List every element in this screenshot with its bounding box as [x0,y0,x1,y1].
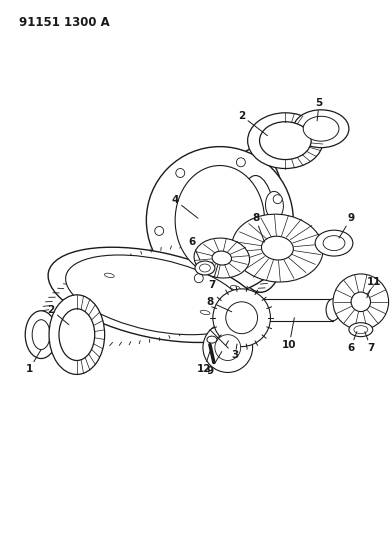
Ellipse shape [175,166,264,275]
Text: 5: 5 [316,98,323,121]
Ellipse shape [104,273,114,278]
Text: 10: 10 [282,318,297,350]
Text: 4: 4 [172,196,198,218]
Ellipse shape [265,191,283,219]
Ellipse shape [212,251,231,265]
Ellipse shape [215,335,241,360]
Ellipse shape [25,311,57,359]
Text: 8: 8 [252,213,264,242]
Ellipse shape [146,147,293,294]
Ellipse shape [251,299,264,321]
Ellipse shape [59,309,95,360]
Ellipse shape [326,299,340,321]
Ellipse shape [226,302,258,334]
Ellipse shape [273,195,282,204]
Text: 2: 2 [47,305,69,325]
Text: 6: 6 [188,237,200,260]
Ellipse shape [48,247,262,343]
Ellipse shape [240,175,276,265]
Ellipse shape [194,274,203,282]
Ellipse shape [230,286,240,290]
Ellipse shape [255,263,264,272]
Ellipse shape [315,230,353,256]
Ellipse shape [349,322,373,337]
Text: 2: 2 [238,111,267,136]
Ellipse shape [176,168,185,177]
Ellipse shape [213,289,271,346]
Text: 12: 12 [197,352,211,375]
Ellipse shape [207,336,217,343]
Ellipse shape [260,122,311,159]
Text: 7: 7 [365,332,375,352]
Ellipse shape [228,148,287,292]
Ellipse shape [232,214,323,282]
Ellipse shape [248,113,323,168]
Ellipse shape [351,292,371,312]
Text: 9: 9 [206,352,222,376]
Text: 11: 11 [366,277,381,298]
Ellipse shape [354,326,368,334]
Ellipse shape [32,320,50,350]
Ellipse shape [66,255,245,335]
Text: 91151 1300 A: 91151 1300 A [19,17,110,29]
Text: 8: 8 [206,297,232,312]
Ellipse shape [262,236,293,260]
Ellipse shape [323,236,345,251]
Ellipse shape [195,261,215,275]
Text: 1: 1 [25,350,41,375]
Ellipse shape [199,264,210,272]
Text: 3: 3 [210,330,239,360]
Ellipse shape [203,257,213,262]
Text: 7: 7 [208,265,218,290]
Text: 6: 6 [347,332,357,352]
Ellipse shape [333,274,389,330]
Ellipse shape [71,314,81,319]
Ellipse shape [194,238,249,278]
Ellipse shape [303,116,339,141]
Ellipse shape [203,322,253,373]
Ellipse shape [293,110,349,148]
Ellipse shape [49,295,105,375]
Ellipse shape [237,158,245,167]
Ellipse shape [155,227,164,236]
Ellipse shape [200,310,210,314]
Text: 9: 9 [339,213,355,238]
